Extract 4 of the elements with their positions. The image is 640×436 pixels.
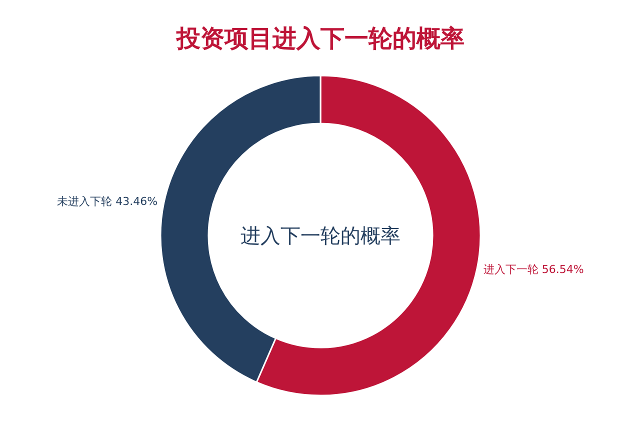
slice-label: 未进入下轮 43.46% [57, 195, 158, 208]
text: 进入下一轮的概率 [240, 224, 400, 248]
chart-title: 投资项目进入下一轮的概率 [176, 24, 464, 53]
slice-label: 进入下一轮 56.54% [483, 262, 584, 276]
